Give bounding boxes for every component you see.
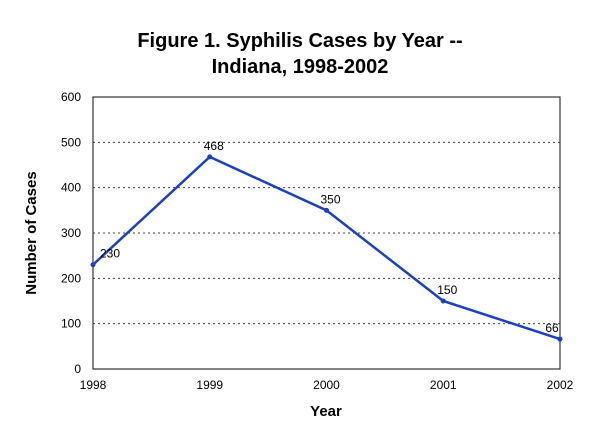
x-tick-label: 2000 [313,378,340,392]
y-tick-label: 200 [61,271,81,285]
y-tick-label: 100 [61,317,81,331]
data-point [440,298,446,304]
data-point [324,207,329,213]
data-label: 468 [204,139,224,153]
data-point [207,154,213,160]
data-point [90,262,96,268]
data-label: 230 [100,247,120,261]
y-tick-label: 400 [61,181,81,195]
chart-title-line2: Indiana, 1998-2002 [211,56,389,78]
y-axis-title: Number of Cases [23,171,40,294]
x-axis-title: Year [310,403,342,420]
x-tick-label: 1999 [196,378,223,392]
y-tick-label: 300 [61,226,81,240]
series-line [92,155,561,341]
data-label: 350 [320,192,340,206]
x-tick-label: 1998 [80,378,107,392]
data-label: 150 [437,283,457,297]
data-point [557,336,563,342]
y-tick-label: 0 [74,362,81,376]
plot-area-border [92,96,561,370]
data-label: 66 [545,321,559,335]
x-tick-label: 2002 [547,378,574,392]
x-tick-label: 2001 [430,378,457,392]
y-tick-label: 500 [61,135,81,149]
y-tick-label: 600 [61,90,81,104]
chart-title-line1: Figure 1. Syphilis Cases by Year -- [137,30,463,52]
